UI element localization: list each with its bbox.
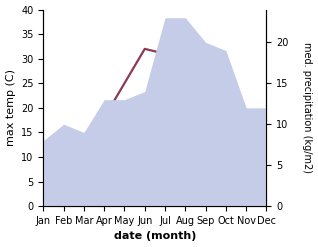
X-axis label: date (month): date (month) bbox=[114, 231, 196, 242]
Y-axis label: med. precipitation (kg/m2): med. precipitation (kg/m2) bbox=[302, 42, 313, 173]
Y-axis label: max temp (C): max temp (C) bbox=[5, 69, 16, 146]
